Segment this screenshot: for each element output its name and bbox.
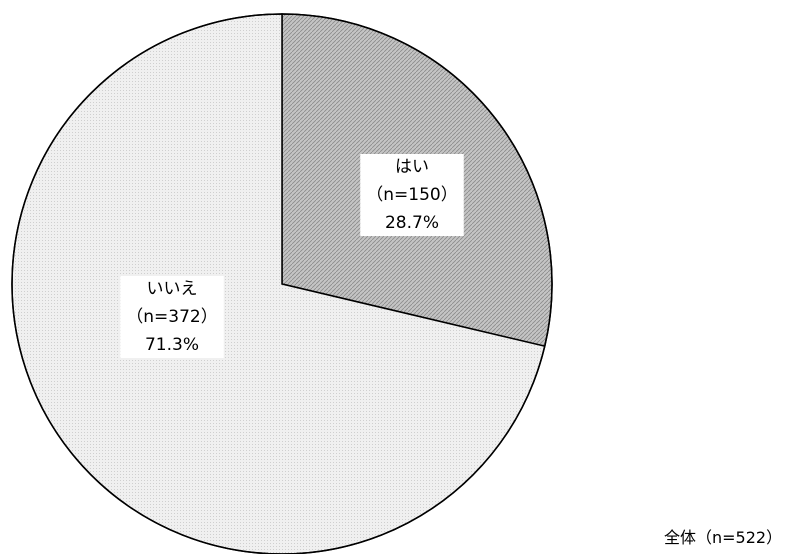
slice-label-background xyxy=(360,154,464,236)
total-count-note: 全体（n=522） xyxy=(664,528,783,547)
slice-label-yes: はい （n=150） 28.7% xyxy=(360,154,464,236)
slice-label-percent: 71.3% xyxy=(145,335,199,355)
slice-label-no: いいえ （n=372） 71.3% xyxy=(120,276,224,358)
slice-label-name: いいえ xyxy=(147,279,198,299)
pie-outline xyxy=(11,13,553,554)
slice-label-count: （n=150） xyxy=(366,185,457,205)
slice-label-percent: 28.7% xyxy=(385,213,439,233)
slice-labels: はい （n=150） 28.7% いいえ （n=372） 71.3% xyxy=(120,154,464,358)
pie-slices xyxy=(11,13,553,554)
slice-label-name: はい xyxy=(395,157,429,177)
slice-label-background xyxy=(120,276,224,358)
slice-label-count: （n=372） xyxy=(126,307,217,327)
